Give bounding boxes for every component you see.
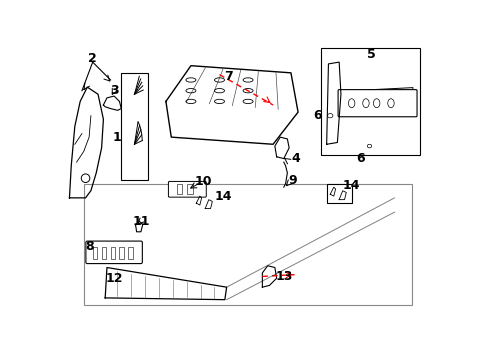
Text: 5: 5 [366,49,375,62]
Bar [121,73,148,180]
Bar [128,247,132,259]
Text: 6: 6 [313,109,322,122]
Text: 13: 13 [275,270,292,283]
Text: 4: 4 [291,152,300,165]
Text: 3: 3 [110,84,118,97]
Bar [192,193,217,212]
Text: 7: 7 [224,70,232,83]
Bar [321,48,419,155]
Ellipse shape [387,99,393,108]
Ellipse shape [362,99,368,108]
Text: 10: 10 [194,175,212,188]
FancyBboxPatch shape [168,181,206,197]
Bar [110,247,115,259]
Bar [83,184,411,305]
Ellipse shape [185,78,196,82]
Text: 1: 1 [112,131,121,144]
Text: 12: 12 [105,272,122,285]
FancyBboxPatch shape [86,241,142,264]
Bar [176,184,182,194]
Text: 2: 2 [88,52,97,65]
Text: 8: 8 [84,240,93,253]
Bar [119,247,123,259]
Text: 6: 6 [356,152,364,165]
Bar [326,184,351,203]
Ellipse shape [214,78,224,82]
FancyBboxPatch shape [337,90,416,117]
Ellipse shape [366,144,371,148]
Ellipse shape [185,99,196,104]
Ellipse shape [243,99,253,104]
Ellipse shape [373,99,379,108]
Ellipse shape [185,89,196,93]
Ellipse shape [348,99,354,108]
Text: 11: 11 [132,215,149,228]
Bar [102,247,106,259]
Text: 14: 14 [214,190,231,203]
Text: 9: 9 [288,174,296,186]
Ellipse shape [243,78,253,82]
Ellipse shape [214,99,224,104]
Text: 14: 14 [342,179,360,192]
Bar [187,184,192,194]
Ellipse shape [214,89,224,93]
Ellipse shape [327,113,332,118]
Bar [93,247,97,259]
Ellipse shape [243,89,253,93]
